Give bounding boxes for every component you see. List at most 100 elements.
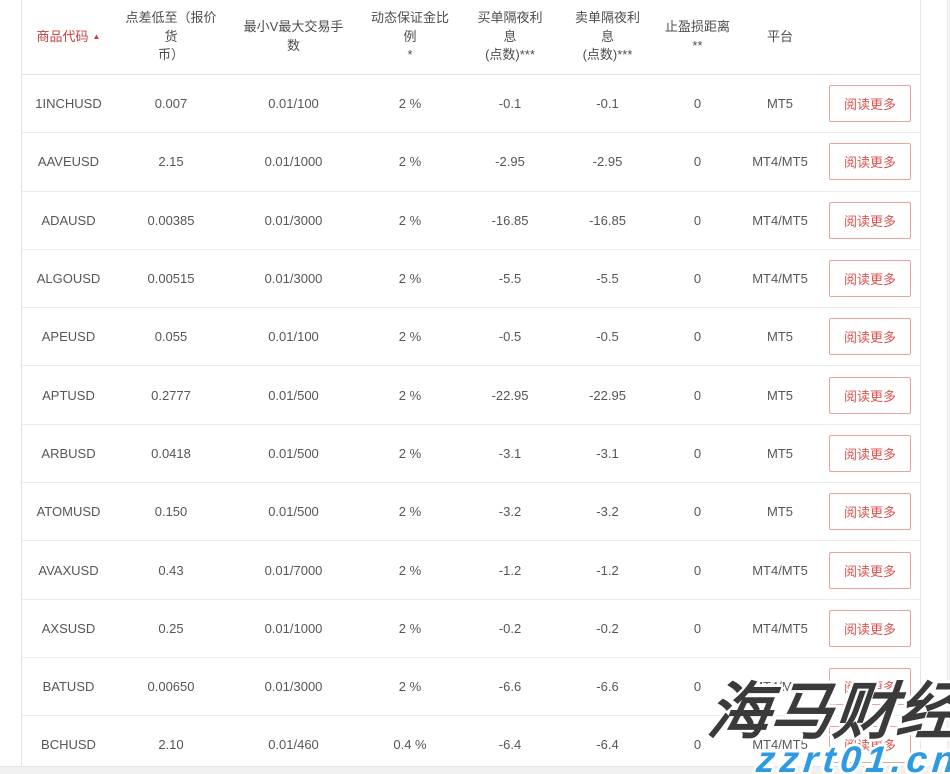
sell-swap-cell: -16.85 <box>589 212 626 228</box>
spread-cell: 0.0418 <box>151 445 191 461</box>
product-code-cell: AXSUSD <box>41 620 96 636</box>
sell-swap-cell: -3.1 <box>596 445 619 461</box>
vertical-scrollbar[interactable] <box>947 0 950 774</box>
buy-swap-cell: -3.2 <box>498 504 522 520</box>
platform-cell: MT5 <box>767 96 793 112</box>
lots-cell: 0.01/100 <box>268 96 319 112</box>
header-margin-ratio: 动态保证金比例 * <box>370 9 449 63</box>
stop-distance-cell: 0 <box>693 387 702 403</box>
buy-swap-cell: -0.1 <box>498 96 522 112</box>
lots-cell: 0.01/500 <box>268 445 319 461</box>
actions-cell: 阅读更多 <box>820 85 920 123</box>
stop-distance-cell: 0 <box>693 737 702 753</box>
buy-swap-cell: -6.4 <box>498 737 522 753</box>
actions-cell: 阅读更多 <box>820 434 920 472</box>
header-platform: 平台 <box>766 28 793 44</box>
spread-cell: 0.25 <box>158 620 184 636</box>
instruments-table: 商品代码 ▲ 点差低至（报价货 币） 最小V最大交易手 数 动态保证金比例 * 买… <box>21 0 921 774</box>
buy-swap-cell: -6.6 <box>498 679 522 695</box>
margin-cell: 2 % <box>398 679 422 695</box>
product-code-cell: AVAXUSD <box>38 562 99 578</box>
header-buy-swap: 买单隔夜利 息 (点数)*** <box>477 9 543 63</box>
read-more-button[interactable]: 阅读更多 <box>828 493 911 531</box>
lots-cell: 0.01/100 <box>268 329 319 345</box>
sell-swap-cell: -0.5 <box>596 329 619 345</box>
platform-cell: MT4/MT5 <box>752 737 808 753</box>
table-body: 1INCHUSD 0.007 0.01/100 2 % -0.1 -0.1 0 … <box>22 75 920 774</box>
read-more-button[interactable]: 阅读更多 <box>828 434 911 472</box>
sell-swap-cell: -3.2 <box>596 504 619 520</box>
read-more-button[interactable]: 阅读更多 <box>828 376 911 414</box>
header-sell-swap: 卖单隔夜利 息 (点数)*** <box>574 9 640 63</box>
platform-cell: MT5 <box>767 504 793 520</box>
spread-cell: 0.00515 <box>147 271 195 287</box>
table-row: AAVEUSD 2.15 0.01/1000 2 % -2.95 -2.95 0… <box>22 133 920 192</box>
platform-cell: MT4/MT5 <box>752 212 808 228</box>
spread-cell: 0.055 <box>154 329 188 345</box>
header-product-code[interactable]: 商品代码 ▲ <box>22 28 115 47</box>
lots-cell: 0.01/1000 <box>264 620 323 636</box>
read-more-button[interactable]: 阅读更多 <box>828 609 911 647</box>
actions-cell: 阅读更多 <box>820 143 920 181</box>
spread-cell: 2.10 <box>158 737 184 753</box>
product-code-cell: AAVEUSD <box>37 154 100 170</box>
lots-cell: 0.01/3000 <box>264 679 323 695</box>
sell-swap-cell: -6.4 <box>596 737 619 753</box>
platform-cell: MT5 <box>767 387 793 403</box>
read-more-button[interactable]: 阅读更多 <box>828 85 911 123</box>
buy-swap-cell: -1.2 <box>498 562 522 578</box>
buy-swap-cell: -3.1 <box>498 445 522 461</box>
margin-cell: 2 % <box>398 445 422 461</box>
actions-cell: 阅读更多 <box>820 609 920 647</box>
margin-cell: 2 % <box>398 154 422 170</box>
stop-distance-cell: 0 <box>693 96 702 112</box>
table-row: APEUSD 0.055 0.01/100 2 % -0.5 -0.5 0 MT… <box>22 308 920 367</box>
lots-cell: 0.01/500 <box>268 387 319 403</box>
platform-cell: MT4/MT5 <box>752 154 808 170</box>
platform-cell: MT5 <box>767 329 793 345</box>
margin-cell: 0.4 % <box>393 737 427 753</box>
stop-distance-cell: 0 <box>693 212 702 228</box>
spread-cell: 0.00385 <box>147 212 195 228</box>
table-row: ADAUSD 0.00385 0.01/3000 2 % -16.85 -16.… <box>22 192 920 250</box>
read-more-button[interactable]: 阅读更多 <box>828 201 911 239</box>
header-spread: 点差低至（报价货 币） <box>125 9 217 63</box>
sell-swap-cell: -0.1 <box>596 96 619 112</box>
actions-cell: 阅读更多 <box>820 726 920 764</box>
read-more-button[interactable]: 阅读更多 <box>828 318 911 356</box>
table-row: AXSUSD 0.25 0.01/1000 2 % -0.2 -0.2 0 MT… <box>22 600 920 658</box>
read-more-button[interactable]: 阅读更多 <box>828 260 911 298</box>
sell-swap-cell: -22.95 <box>589 387 626 403</box>
read-more-button[interactable]: 阅读更多 <box>828 143 911 181</box>
horizontal-scrollbar[interactable] <box>0 766 950 774</box>
read-more-button[interactable]: 阅读更多 <box>828 726 911 764</box>
read-more-button[interactable]: 阅读更多 <box>828 668 911 706</box>
table-row: APTUSD 0.2777 0.01/500 2 % -22.95 -22.95… <box>22 366 920 425</box>
platform-cell: MT4/MT5 <box>752 679 808 695</box>
buy-swap-cell: -0.5 <box>498 329 522 345</box>
table-row: ATOMUSD 0.150 0.01/500 2 % -3.2 -3.2 0 M… <box>22 483 920 542</box>
sell-swap-cell: -0.2 <box>596 620 619 636</box>
product-code-cell: APTUSD <box>42 387 95 403</box>
sort-ascending-icon: ▲ <box>92 31 101 41</box>
product-code-cell: BCHUSD <box>41 737 96 753</box>
lots-cell: 0.01/1000 <box>264 154 323 170</box>
sell-swap-cell: -5.5 <box>596 271 619 287</box>
product-code-cell: ADAUSD <box>41 212 96 228</box>
lots-cell: 0.01/460 <box>268 737 319 753</box>
platform-cell: MT4/MT5 <box>752 562 808 578</box>
sell-swap-cell: -6.6 <box>596 679 619 695</box>
buy-swap-cell: -5.5 <box>498 271 522 287</box>
actions-cell: 阅读更多 <box>820 260 920 298</box>
margin-cell: 2 % <box>398 562 422 578</box>
actions-cell: 阅读更多 <box>820 668 920 706</box>
margin-cell: 2 % <box>398 329 422 345</box>
stop-distance-cell: 0 <box>693 329 702 345</box>
lots-cell: 0.01/7000 <box>264 562 323 578</box>
read-more-button[interactable]: 阅读更多 <box>828 551 911 589</box>
header-product-code-label: 商品代码 <box>36 28 89 44</box>
product-code-cell: ALGOUSD <box>36 271 101 287</box>
actions-cell: 阅读更多 <box>820 201 920 239</box>
spread-cell: 0.007 <box>154 96 188 112</box>
platform-cell: MT5 <box>767 445 793 461</box>
